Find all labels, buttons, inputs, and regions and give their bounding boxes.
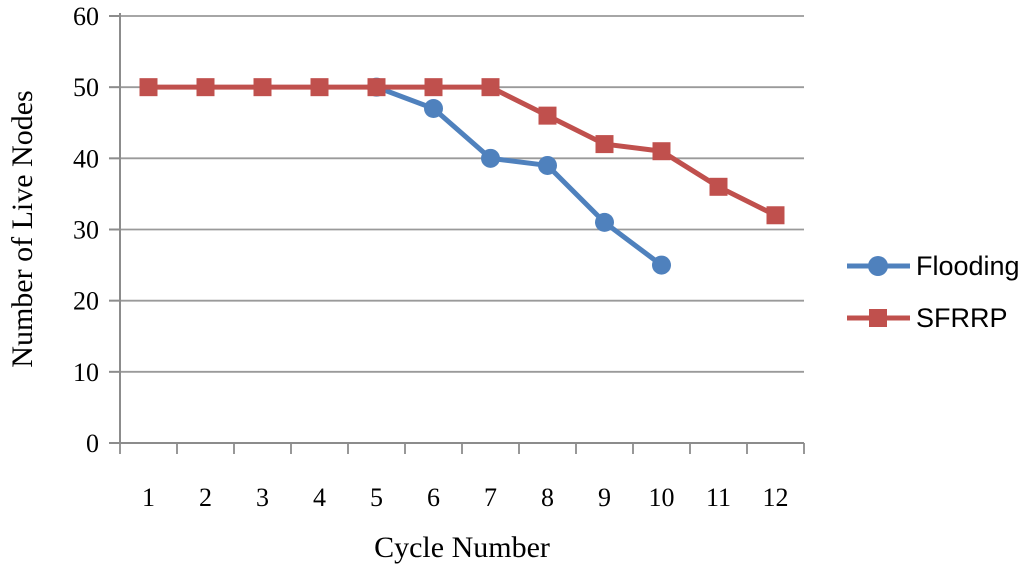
y-tick-label: 30 xyxy=(73,216,99,245)
series-line-sfrrp xyxy=(148,84,777,218)
x-tick-label: 2 xyxy=(199,483,212,512)
x-tick-label: 11 xyxy=(706,483,731,512)
data-point-marker-circle xyxy=(481,148,500,168)
x-tick-label: 4 xyxy=(313,483,326,512)
legend-label: Flooding xyxy=(916,251,1020,281)
legend-marker-square xyxy=(869,309,887,327)
x-tick-label: 10 xyxy=(649,483,675,512)
gridlines xyxy=(120,15,804,373)
x-tick-label: 3 xyxy=(256,483,269,512)
x-tick-label: 8 xyxy=(541,483,554,512)
y-tick-label: 50 xyxy=(73,73,99,102)
x-tick-label: 12 xyxy=(763,483,789,512)
data-series xyxy=(139,77,785,275)
data-point-marker-circle xyxy=(595,212,614,232)
data-point-marker-square xyxy=(481,78,500,97)
legend: Flooding SFRRP xyxy=(847,251,1020,333)
data-point-marker-square xyxy=(196,78,215,97)
axes xyxy=(109,13,805,454)
data-point-marker-circle xyxy=(424,99,443,119)
data-point-marker-square xyxy=(310,78,329,97)
y-tick-labels: 0 10 20 30 40 50 60 xyxy=(73,2,99,458)
legend-marker-circle xyxy=(868,256,888,276)
y-tick-label: 0 xyxy=(86,429,99,458)
legend-label: SFRRP xyxy=(916,303,1008,333)
data-point-marker-square xyxy=(652,142,671,161)
data-point-marker-circle xyxy=(652,255,671,275)
data-point-marker-square xyxy=(367,78,386,97)
y-tick-label: 60 xyxy=(73,2,99,31)
data-point-marker-square xyxy=(709,177,728,196)
x-tick-labels: 1 2 3 4 5 6 7 8 9 10 11 12 xyxy=(142,483,789,512)
data-point-marker-circle xyxy=(538,155,557,175)
data-point-marker-square xyxy=(424,78,443,97)
x-tick-label: 9 xyxy=(598,483,611,512)
y-tick-label: 10 xyxy=(73,358,99,387)
data-point-marker-square xyxy=(595,135,614,154)
y-tick-label: 40 xyxy=(73,144,99,173)
y-tick-label: 20 xyxy=(73,287,99,316)
data-point-marker-square xyxy=(766,206,785,225)
series-line-flooding xyxy=(375,84,663,268)
y-axis-title: Number of Live Nodes xyxy=(6,90,39,367)
data-point-marker-square xyxy=(253,78,272,97)
data-point-marker-square xyxy=(538,106,557,125)
x-tick-label: 7 xyxy=(484,483,497,512)
x-tick-label: 1 xyxy=(142,483,155,512)
x-tick-label: 5 xyxy=(370,483,383,512)
x-axis-title: Cycle Number xyxy=(374,531,550,564)
data-point-marker-square xyxy=(139,78,158,97)
x-tick-label: 6 xyxy=(427,483,440,512)
